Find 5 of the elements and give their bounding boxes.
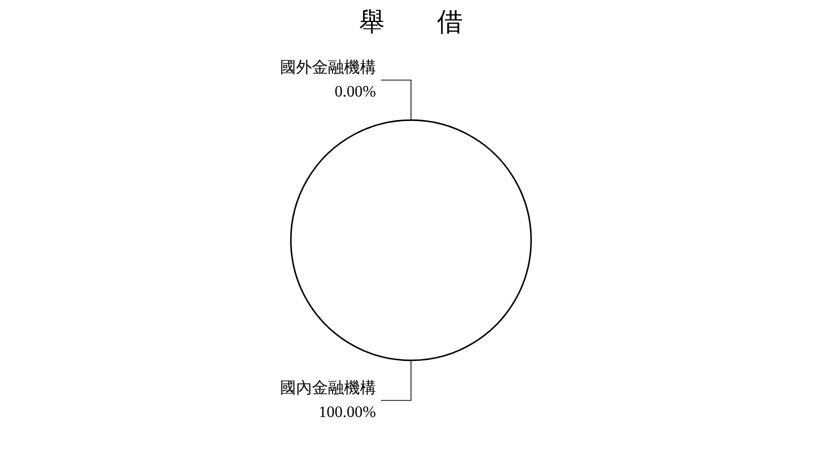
chart-title: 舉 借 — [359, 8, 463, 36]
category-label: 國外金融機構 — [280, 60, 376, 77]
data-label: 100.00% — [318, 404, 376, 421]
slice-label: 國內金融機構 — [280, 378, 376, 397]
text: 0.00% — [334, 84, 376, 101]
